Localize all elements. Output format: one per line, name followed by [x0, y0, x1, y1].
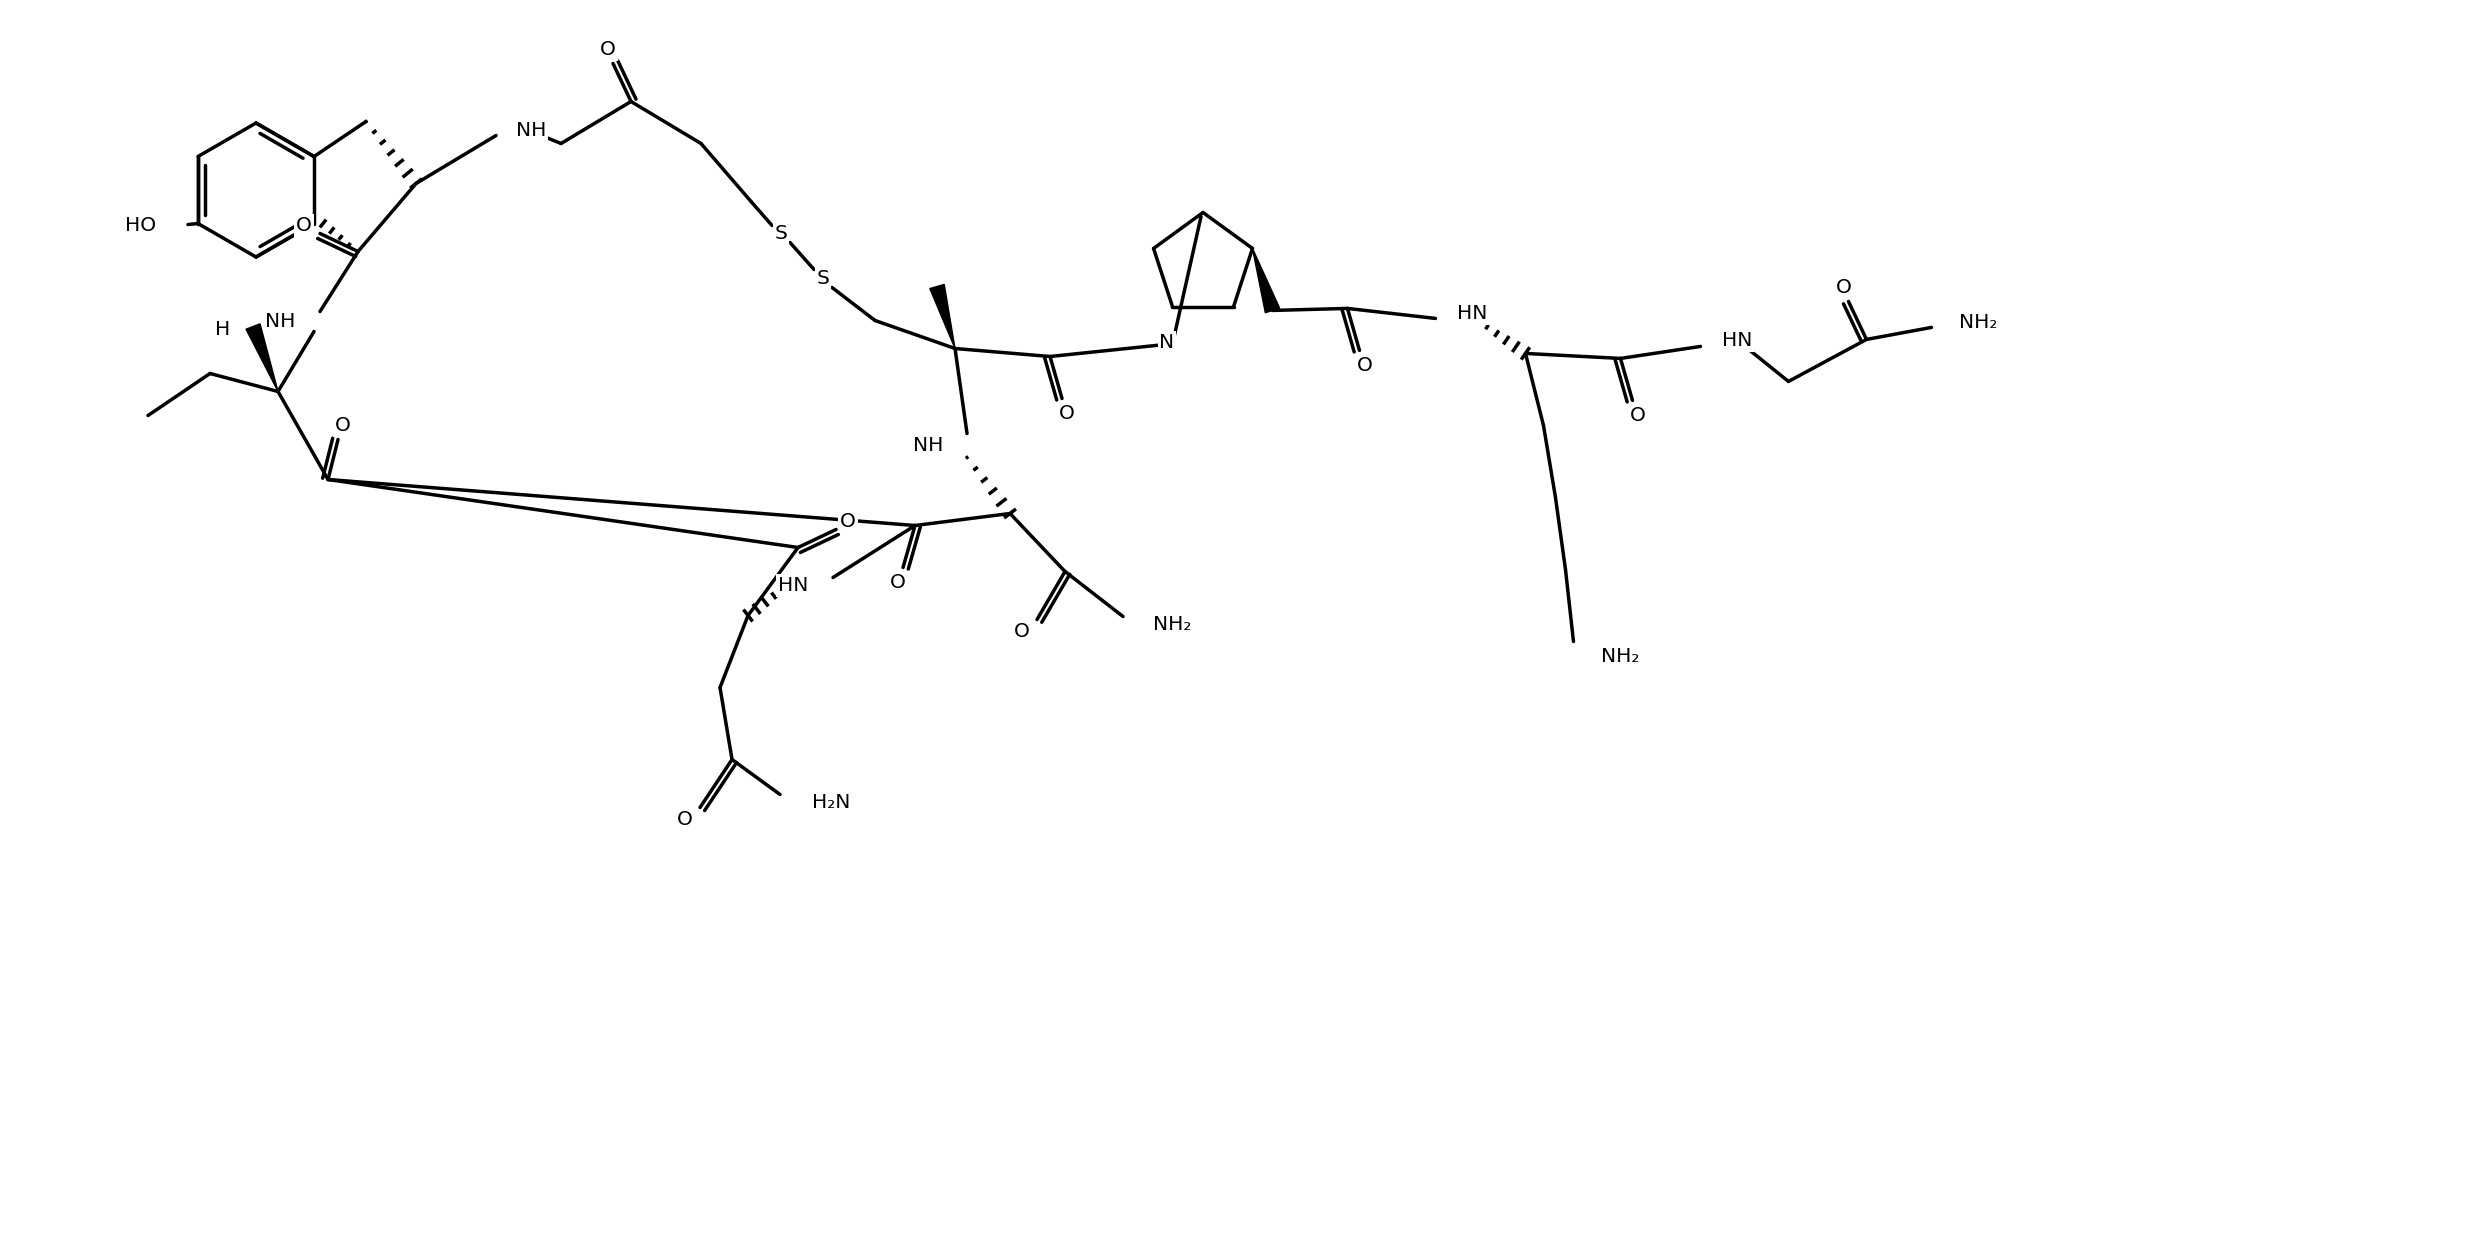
Polygon shape — [1251, 249, 1279, 313]
Polygon shape — [929, 285, 956, 348]
Text: HN: HN — [1723, 331, 1753, 351]
Text: O: O — [678, 810, 693, 829]
Text: HN: HN — [1458, 305, 1487, 323]
Text: S: S — [775, 224, 787, 242]
Text: O: O — [601, 40, 616, 58]
Text: O: O — [1629, 406, 1646, 425]
Text: O: O — [839, 512, 857, 531]
Text: O: O — [295, 216, 313, 235]
Text: NH: NH — [266, 312, 295, 331]
Text: H₂N: H₂N — [812, 793, 849, 812]
Text: NH₂: NH₂ — [1602, 646, 1639, 666]
Text: NH: NH — [914, 436, 944, 455]
Text: NH₂: NH₂ — [1959, 313, 1999, 332]
Text: O: O — [335, 416, 350, 435]
Text: H: H — [216, 319, 231, 339]
Polygon shape — [246, 324, 278, 392]
Text: O: O — [1356, 355, 1373, 375]
Text: O: O — [1013, 622, 1030, 641]
Text: NH: NH — [516, 121, 546, 140]
Text: O: O — [1060, 404, 1075, 423]
Text: HN: HN — [777, 576, 807, 595]
Text: HO: HO — [124, 216, 156, 235]
Text: S: S — [817, 268, 829, 288]
Text: O: O — [889, 573, 906, 592]
Text: N: N — [1160, 333, 1174, 352]
Text: O: O — [1835, 278, 1852, 297]
Text: NH₂: NH₂ — [1152, 615, 1192, 634]
